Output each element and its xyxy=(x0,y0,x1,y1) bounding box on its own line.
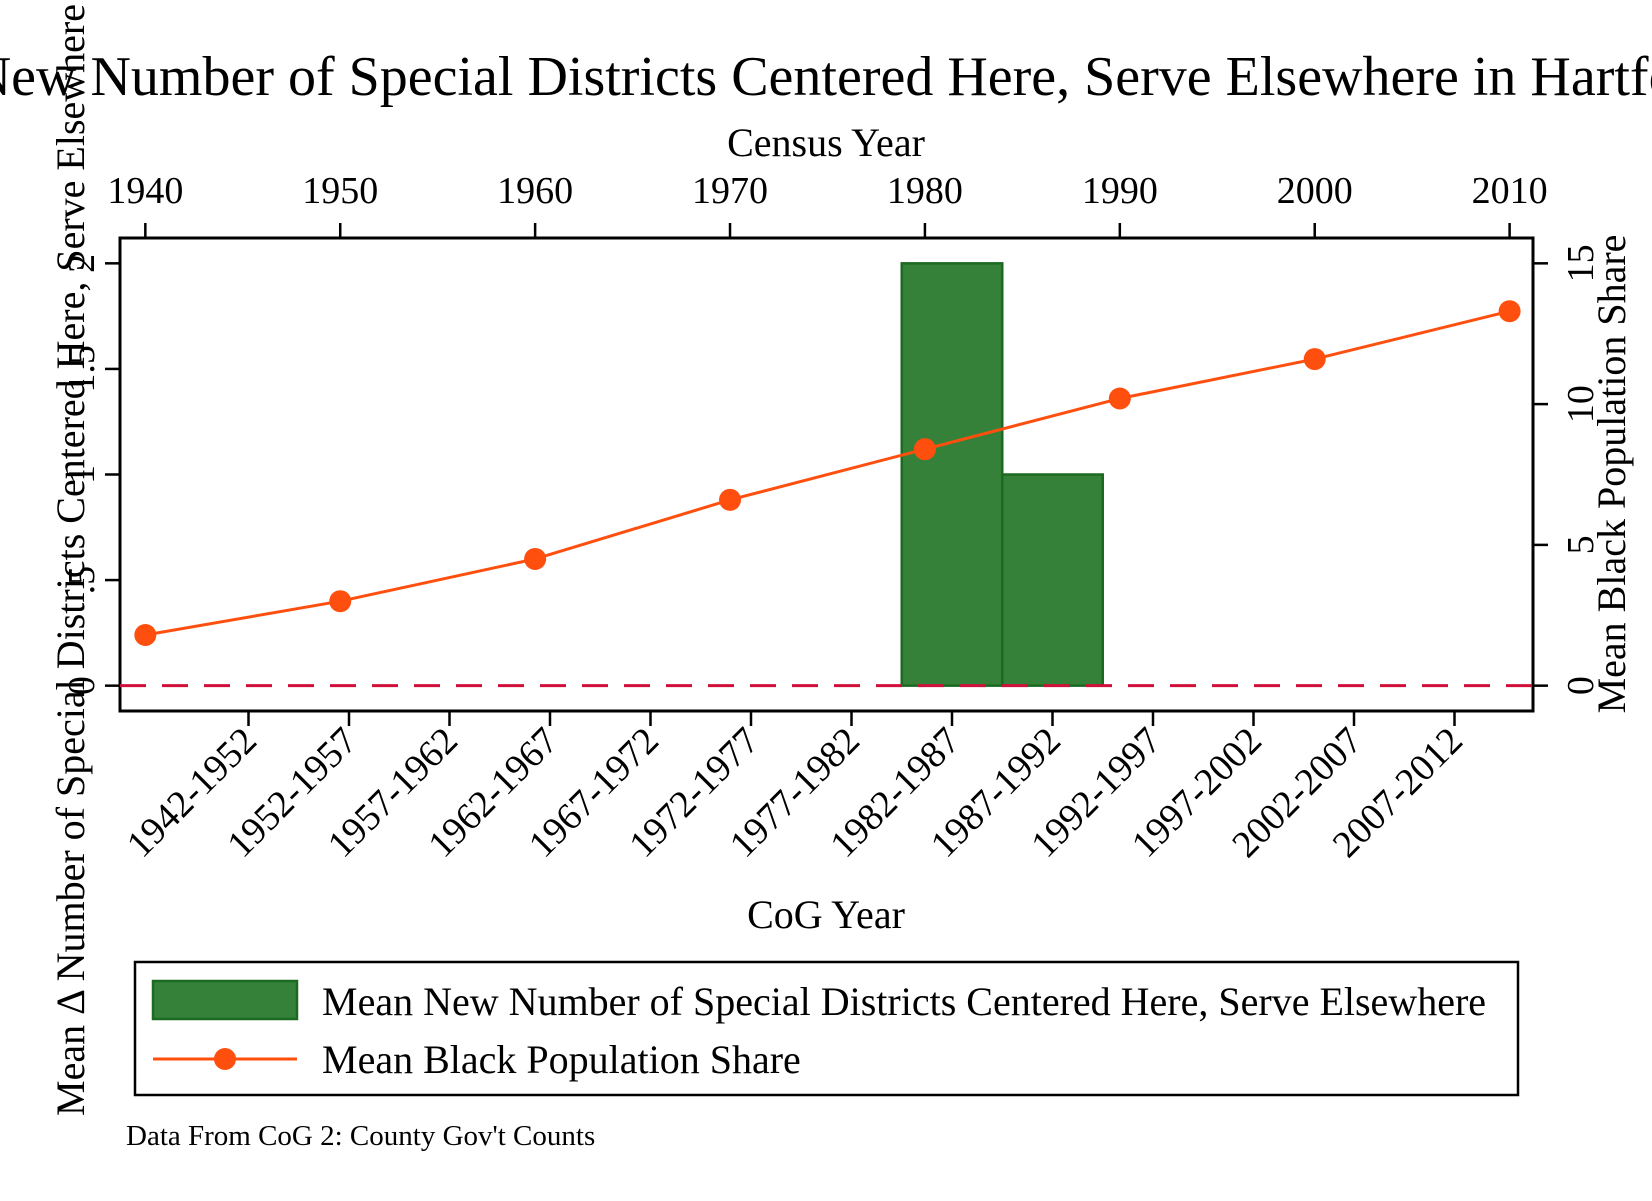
bottom-axis: 1942-19521952-19571957-19621962-19671967… xyxy=(119,711,1471,866)
chart-note: Data From CoG 2: County Gov't Counts xyxy=(126,1120,595,1152)
top-tick-label-1950: 1950 xyxy=(302,170,378,212)
legend-line-marker xyxy=(214,1048,236,1070)
right-axis: 0 5 10 15 xyxy=(1533,244,1602,695)
point-1970 xyxy=(719,488,742,511)
left-axis: 0 .5 1 1.5 2 xyxy=(61,254,120,695)
bars-layer xyxy=(900,262,1104,687)
top-tick-label-2000: 2000 xyxy=(1277,170,1353,212)
point-1960 xyxy=(524,547,547,570)
legend-bar-swatch xyxy=(151,979,299,1021)
right-tick-label-0: 0 xyxy=(1560,676,1602,695)
point-2000 xyxy=(1303,348,1326,371)
right-tick-label-10: 10 xyxy=(1560,385,1602,423)
left-tick-label-1: 1 xyxy=(61,465,103,484)
point-2010 xyxy=(1498,300,1521,323)
point-1940 xyxy=(134,623,157,646)
bottom-axis-title: CoG Year xyxy=(747,892,905,937)
point-1980 xyxy=(913,438,936,461)
legend: Mean New Number of Special Districts Cen… xyxy=(133,960,1520,1097)
top-tick-label-1970: 1970 xyxy=(692,170,768,212)
right-tick-label-5: 5 xyxy=(1560,535,1602,554)
top-tick-label-1960: 1960 xyxy=(497,170,573,212)
left-tick-label-1.5: 1.5 xyxy=(61,345,103,393)
right-tick-label-15: 15 xyxy=(1560,244,1602,282)
legend-label-bar: Mean New Number of Special Districts Cen… xyxy=(322,979,1486,1024)
bar-1987-1992 xyxy=(1001,473,1104,687)
top-tick-label-2010: 2010 xyxy=(1472,170,1548,212)
top-tick-label-1980: 1980 xyxy=(887,170,963,212)
left-tick-label-2: 2 xyxy=(61,254,103,273)
point-1990 xyxy=(1108,387,1131,410)
bar-1982-1987 xyxy=(900,262,1004,687)
black-share-line xyxy=(145,309,1510,637)
legend-label-line: Mean Black Population Share xyxy=(322,1037,801,1082)
left-axis-title: Mean Δ Number of Special Districts Cente… xyxy=(48,4,93,1116)
left-tick-label-0: 0 xyxy=(61,676,103,695)
line-series-layer xyxy=(134,300,1521,646)
top-tick-label-1990: 1990 xyxy=(1082,170,1158,212)
right-axis-title: Mean Black Population Share xyxy=(1589,235,1634,714)
top-axis-title: Census Year xyxy=(727,120,925,165)
point-1950 xyxy=(329,590,352,613)
left-tick-label-.5: .5 xyxy=(61,566,103,595)
chart-title: Mean New Number of Special Districts Cen… xyxy=(0,46,1652,108)
top-tick-label-1940: 1940 xyxy=(107,170,183,212)
top-axis: 1940 1950 1960 1970 1980 1990 2000 2010 xyxy=(107,170,1548,238)
legend-frame xyxy=(133,960,1520,1097)
